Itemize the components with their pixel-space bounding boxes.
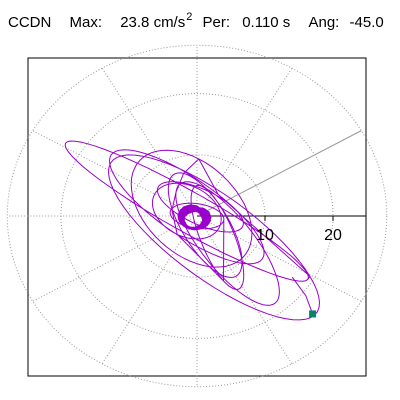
per-value: 0.110 s bbox=[242, 14, 291, 31]
grid-spoke-300 bbox=[199, 221, 293, 365]
max-exponent: 2 bbox=[186, 11, 193, 23]
tick-labels: 10 20 bbox=[256, 227, 342, 244]
grid-spoke-60 bbox=[199, 67, 293, 211]
trace-core bbox=[177, 204, 212, 231]
ang-value: -45.0 bbox=[349, 14, 384, 31]
peak-marker bbox=[309, 310, 317, 318]
per-label: Per: bbox=[202, 14, 231, 31]
radial-tick-label-1: 20 bbox=[324, 227, 342, 244]
station-code: CCDN bbox=[8, 14, 52, 31]
motion-trace bbox=[64, 140, 320, 321]
trace-path bbox=[64, 140, 320, 321]
ang-label: Ang: bbox=[308, 14, 340, 31]
peak-marker-layer bbox=[309, 310, 317, 318]
max-label: Max: bbox=[69, 14, 103, 31]
max-value: 23.8 cm/s bbox=[120, 14, 186, 31]
radial-tick-label-0: 10 bbox=[256, 227, 274, 244]
grid-ring-2 bbox=[6, 44, 388, 388]
radial-axis bbox=[197, 215, 366, 221]
plot-border bbox=[27, 57, 367, 377]
grid-spoke-30 bbox=[202, 130, 362, 214]
trace-final-segment bbox=[291, 276, 314, 315]
grid-spoke-240 bbox=[101, 221, 195, 365]
grid-spoke-120 bbox=[101, 67, 195, 211]
header-bar: CCDN Max: 23.8 cm/s2 Per: 0.110 s Ang: -… bbox=[8, 11, 398, 34]
